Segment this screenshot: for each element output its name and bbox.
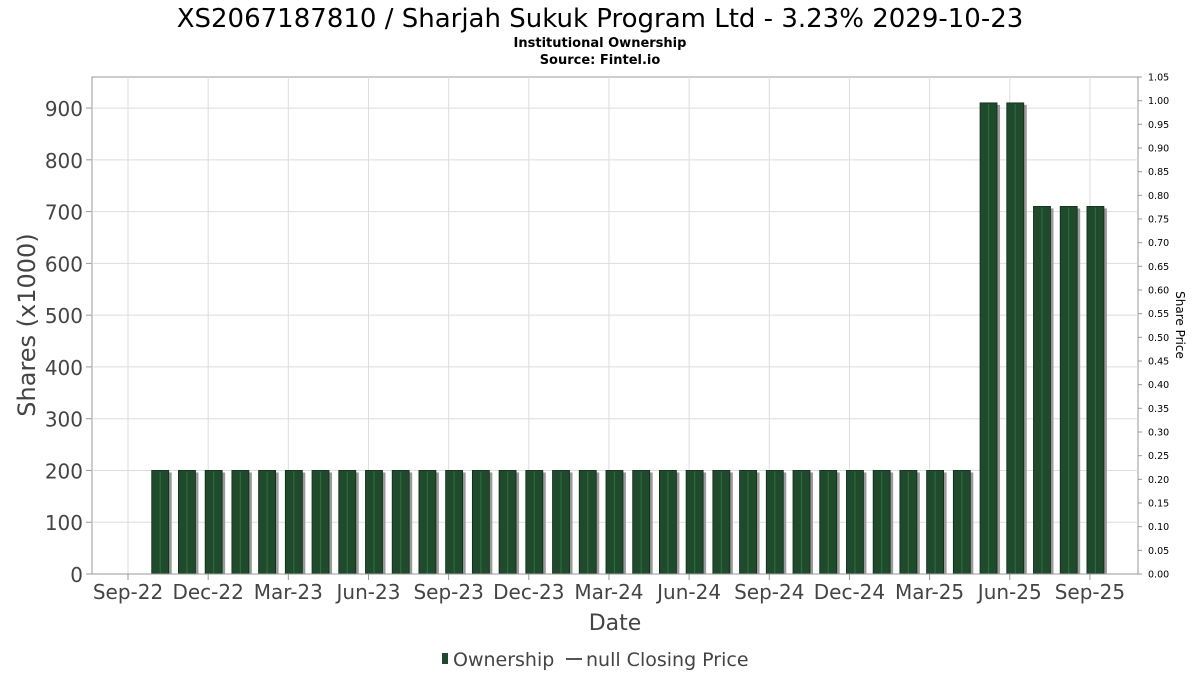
y-right-tick-label: 0.05 (1148, 546, 1169, 557)
y-tick-label: 600 (45, 252, 83, 276)
x-tick-label: Dec-24 (814, 580, 885, 604)
y-right-tick-label: 0.95 (1148, 120, 1169, 131)
bar-series-ownership (151, 102, 1107, 575)
x-tick-label: Jun-25 (976, 580, 1042, 604)
chart-title: XS2067187810 / Sharjah Sukuk Program Ltd… (177, 4, 1024, 34)
y-right-tick-label: 0.35 (1148, 404, 1169, 415)
x-tick-label: Jun-24 (655, 580, 721, 604)
x-axis-ticks: Sep-22 Dec-22 Mar-23 Jun-23 Sep-23 Dec-23 Mar-… (93, 574, 1125, 604)
x-tick-label: Sep-25 (1055, 580, 1125, 604)
y-right-tick-label: 0.85 (1148, 167, 1169, 178)
y-tick-label: 200 (45, 459, 83, 483)
y-tick-label: 300 (45, 408, 83, 432)
x-tick-label: Dec-23 (493, 580, 564, 604)
y-right-tick-label: 0.60 (1148, 286, 1169, 297)
x-tick-label: Jun-23 (335, 580, 401, 604)
y-right-tick-label: 0.00 (1148, 570, 1169, 581)
y-tick-label: 900 (45, 97, 83, 121)
y-right-tick-label: 1.00 (1148, 96, 1169, 107)
x-tick-label: Sep-23 (413, 580, 483, 604)
y-right-tick-label: 0.50 (1148, 333, 1169, 344)
y-tick-label: 100 (45, 511, 83, 535)
x-axis-label: Date (589, 611, 642, 636)
y-tick-label: 400 (45, 356, 83, 380)
y-axis-right-ticks: 0.00 0.05 0.10 0.15 0.20 0.25 0.30 0.35 0.40 0.45… (1138, 73, 1169, 581)
x-tick-label: Mar-24 (574, 580, 643, 604)
y-right-tick-label: 0.55 (1148, 309, 1169, 320)
x-tick-label: Dec-22 (172, 580, 243, 604)
y-right-tick-label: 0.70 (1148, 238, 1169, 249)
y-right-tick-label: 0.75 (1148, 215, 1169, 226)
y-axis-right-label: Share Price (1173, 291, 1187, 359)
y-tick-label: 500 (45, 304, 83, 328)
y-tick-label: 800 (45, 149, 83, 173)
legend: Ownership null Closing Price (442, 649, 749, 671)
y-tick-label: 0 (70, 563, 83, 587)
y-right-tick-label: 0.90 (1148, 144, 1169, 155)
y-right-tick-label: 0.20 (1148, 475, 1169, 486)
y-right-tick-label: 0.15 (1148, 499, 1169, 510)
y-right-tick-label: 0.45 (1148, 357, 1169, 368)
y-right-tick-label: 0.80 (1148, 191, 1169, 202)
y-right-tick-label: 0.25 (1148, 451, 1169, 462)
y-right-tick-label: 1.05 (1148, 73, 1169, 84)
legend-ownership-marker (442, 653, 448, 664)
legend-ownership-label: Ownership (453, 649, 554, 671)
y-right-tick-label: 0.40 (1148, 380, 1169, 391)
x-tick-label: Mar-25 (895, 580, 964, 604)
y-right-tick-label: 0.65 (1148, 262, 1169, 273)
y-tick-label: 700 (45, 201, 83, 225)
y-axis-label: Shares (x1000) (13, 233, 41, 416)
x-tick-label: Mar-23 (254, 580, 323, 604)
y-right-tick-label: 0.10 (1148, 522, 1169, 533)
y-right-tick-label: 0.30 (1148, 428, 1169, 439)
chart-subtitle-ownership: Institutional Ownership (514, 36, 687, 51)
x-tick-label: Sep-22 (93, 580, 163, 604)
x-tick-label: Sep-24 (734, 580, 804, 604)
chart-subtitle-source: Source: Fintel.io (540, 53, 661, 68)
y-axis-left-ticks: 0 100 200 300 400 500 600 700 800 900 (45, 97, 92, 587)
legend-closing-price-label: null Closing Price (586, 649, 749, 671)
